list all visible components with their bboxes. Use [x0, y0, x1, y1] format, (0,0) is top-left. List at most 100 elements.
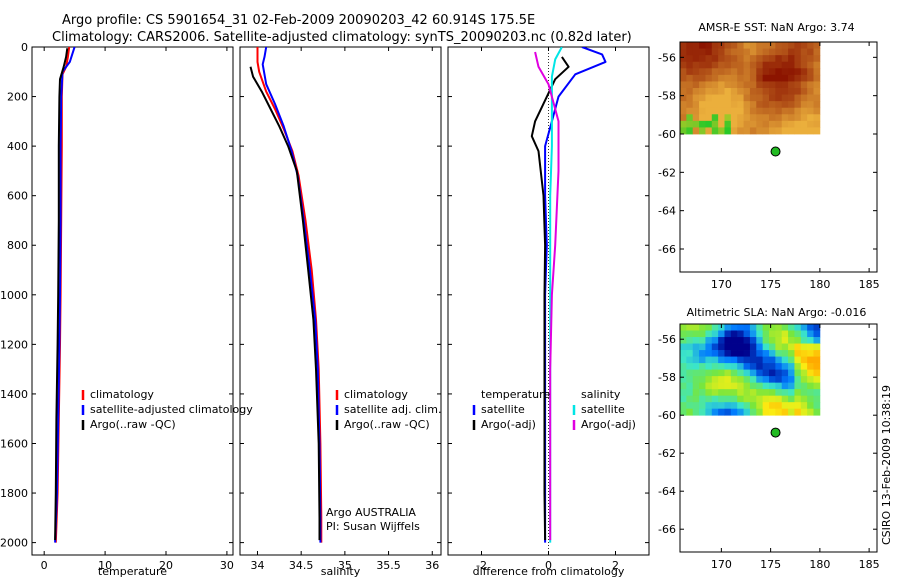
sla_map-cell: [807, 389, 814, 397]
sst_map-cell: [788, 68, 795, 76]
sst_map-cell: [769, 42, 776, 49]
sla_map-cell: [781, 382, 789, 390]
sst_map-cell: [743, 107, 751, 115]
sla_map-cell: [781, 408, 789, 416]
sst_map-cell: [686, 81, 694, 89]
sla_map-cell: [749, 408, 757, 416]
sla_map-cell: [807, 395, 814, 403]
sst_map-axes: [679, 41, 878, 273]
sla_map-cell: [699, 363, 706, 370]
sla_map-cell: [743, 363, 751, 370]
sla_map-cell: [743, 369, 751, 377]
sst_map-cell: [788, 61, 795, 69]
sla_map-cell: [680, 402, 687, 410]
sla_map-cell: [743, 324, 751, 331]
sla_map-cell: [705, 350, 713, 357]
sla_map-argo-marker: [770, 427, 781, 438]
sst_map-cell: [775, 88, 783, 95]
sst_map-cell: [749, 74, 757, 82]
sla_map-cell: [756, 330, 764, 338]
sst_map-cell: [813, 88, 821, 95]
sla_map-cell: [718, 395, 725, 403]
sla_map-cell: [807, 382, 814, 390]
sst_map-cell: [724, 88, 732, 95]
sst_map-cell: [769, 55, 776, 63]
sst_map-cell: [781, 88, 789, 95]
sst_map-cell: [711, 74, 719, 82]
sla_map-cell: [718, 376, 725, 384]
sla_map-cell: [737, 350, 744, 357]
sla_map-cell: [794, 337, 802, 344]
sst_map-cell: [711, 42, 719, 49]
sst_map-cell: [769, 61, 776, 69]
sst_map-cell: [737, 61, 744, 69]
difference-xlabel: difference from climatology: [473, 565, 625, 578]
sst_map-cell: [756, 48, 764, 56]
sst_map-cell: [724, 101, 732, 109]
difference-legend-label: satellite: [481, 403, 525, 416]
sst_map-cell: [775, 48, 783, 56]
sla_map-cell: [705, 389, 713, 397]
sla_map-cell: [756, 402, 764, 410]
float-annotation: Argo AUSTRALIA: [326, 506, 416, 519]
sla_map-cell: [769, 350, 776, 357]
sla_map-cell: [699, 389, 706, 397]
sla_map-cell: [762, 389, 770, 397]
sla_map-cell: [680, 324, 687, 331]
sst_map-cell: [794, 61, 802, 69]
sst_map-cell: [724, 48, 732, 56]
sst_map-cell: [800, 48, 808, 56]
salinity-series-argo-raw-qc-: [249, 66, 321, 541]
sst_map-cell: [705, 101, 713, 109]
sla_map-cell: [718, 389, 725, 397]
sla_map-cell: [737, 330, 744, 338]
sla_map-cell: [781, 395, 789, 403]
difference-legend-label: Argo(-adj): [481, 418, 536, 431]
sla_map-cell: [699, 395, 706, 403]
sst_map-cell: [788, 120, 795, 128]
sst_map-cell: [743, 42, 751, 49]
sst_map-cell: [813, 55, 821, 63]
sla_map-cell: [762, 350, 770, 357]
sst_map-ytick-label: -60: [658, 128, 676, 141]
sst_map-cell: [800, 94, 808, 102]
sst_map-cell: [756, 74, 764, 82]
sla_map-cell: [762, 395, 770, 403]
sla_map-cell: [775, 350, 783, 357]
sla_map-cell: [724, 395, 732, 403]
sla_map-cell: [718, 402, 725, 410]
sla_map-cell: [724, 337, 732, 344]
sst_map-cell: [749, 68, 757, 76]
sla_map-cell: [781, 402, 789, 410]
sla_map-cell: [788, 369, 795, 377]
sst_map-cell: [705, 114, 713, 122]
sla_map-cell: [769, 382, 776, 390]
sst_map-cell: [800, 127, 808, 135]
sla_map-cell: [749, 350, 757, 357]
sla_map-cell: [743, 402, 751, 410]
sst_map-cell: [807, 81, 814, 89]
sla_map-cell: [749, 382, 757, 390]
sla_map-cell: [724, 363, 732, 370]
sla_map-xtick-label: 185: [859, 558, 880, 571]
sla_map-cell: [794, 408, 802, 416]
sst_map-cell: [699, 114, 706, 122]
difference-series-temperature-argo-adj-: [530, 56, 570, 541]
sst_map-cell: [769, 68, 776, 76]
sla_map-cell: [749, 395, 757, 403]
sst_map-cell: [705, 55, 713, 63]
sst_map-cell: [680, 55, 687, 63]
depth-tick-label: 1200: [0, 338, 28, 351]
salinity-xtick-label: 36: [425, 559, 439, 572]
sla_map-cell: [711, 369, 719, 377]
sst_map-cell: [730, 42, 738, 49]
sst_map-cell: [762, 74, 770, 82]
sla_map-cell: [756, 382, 764, 390]
sla_map-cell: [769, 330, 776, 338]
sla_map-cell: [775, 395, 783, 403]
sla_map-cell: [762, 376, 770, 384]
sst_map-cell: [775, 114, 783, 122]
sla_map-cell: [756, 363, 764, 370]
temperature-series-argo-raw-qc-: [54, 48, 69, 541]
sla_map-cell: [686, 356, 694, 364]
